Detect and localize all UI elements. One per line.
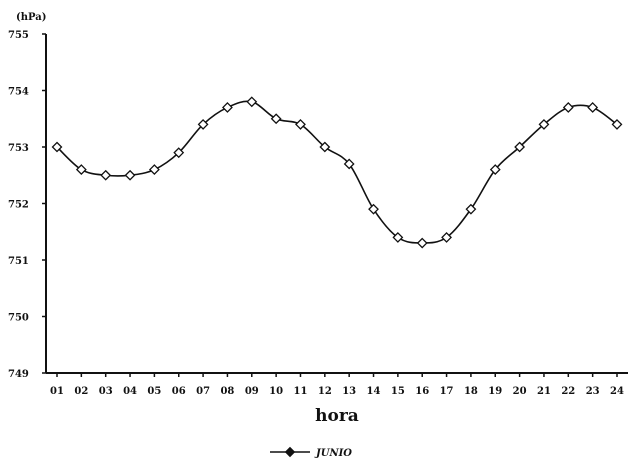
y-tick-label: 753 [8, 143, 29, 154]
x-tick-label: 21 [537, 386, 551, 397]
data-point-marker [441, 231, 452, 243]
x-tick-label: 11 [294, 386, 308, 397]
x-tick-label: 13 [342, 386, 356, 397]
x-tick-label: 12 [318, 386, 332, 397]
x-axis-ticks: 01 02 03 04 05 06 07 08 09 10 11 12 13 14 15 16 17 18 19 20… [50, 373, 624, 397]
data-point-marker [295, 118, 306, 130]
x-tick-label: 15 [391, 386, 405, 397]
x-tick-label: 02 [74, 386, 88, 397]
data-point-marker [416, 237, 428, 249]
data-point-marker [148, 164, 160, 176]
data-point-marker [319, 141, 331, 153]
x-axis-label: hora [315, 406, 359, 426]
x-tick-label: 18 [464, 386, 478, 397]
x-tick-label: 19 [488, 386, 502, 397]
legend-marker-diamond [284, 446, 296, 458]
data-point-marker [246, 96, 258, 108]
data-point-marker [611, 118, 623, 130]
y-tick-label: 754 [8, 87, 29, 98]
x-tick-label: 20 [513, 386, 527, 397]
legend-label: JUNIO [314, 448, 352, 459]
y-tick-label: 749 [8, 369, 29, 380]
data-point-marker [392, 231, 404, 243]
chart-axes [45, 34, 628, 374]
data-point-marker [51, 141, 63, 153]
x-tick-label: 03 [99, 386, 113, 397]
x-tick-label: 22 [561, 386, 575, 397]
y-tick-label: 755 [8, 30, 29, 41]
y-tick-label: 750 [8, 313, 29, 324]
y-tick-label: 751 [8, 256, 29, 267]
x-tick-label: 24 [610, 386, 624, 397]
data-point-marker [587, 102, 599, 113]
x-tick-label: 09 [245, 386, 259, 397]
x-tick-label: 17 [440, 386, 454, 397]
data-point-marker [368, 203, 379, 215]
x-tick-label: 23 [586, 386, 600, 397]
data-point-marker [100, 169, 112, 181]
x-tick-label: 06 [172, 386, 186, 397]
y-axis-unit-label: (hPa) [16, 12, 46, 23]
x-tick-label: 01 [50, 386, 64, 397]
data-point-marker [538, 118, 550, 130]
series-line [56, 100, 618, 244]
data-point-marker [124, 169, 136, 181]
y-tick-label: 752 [8, 200, 29, 211]
x-tick-label: 08 [220, 386, 234, 397]
data-point-marker [75, 164, 87, 176]
x-tick-label: 05 [147, 386, 161, 397]
legend: JUNIO [270, 446, 352, 459]
x-tick-label: 04 [123, 386, 137, 397]
x-tick-label: 07 [196, 386, 210, 397]
x-tick-label: 10 [269, 386, 283, 397]
data-point-marker [343, 158, 355, 170]
data-point-marker [562, 102, 574, 113]
data-point-marker [270, 113, 282, 125]
data-point-marker [514, 141, 526, 153]
data-point-marker [173, 147, 185, 159]
x-tick-label: 16 [415, 386, 429, 397]
data-point-marker [489, 164, 501, 176]
x-tick-label: 14 [367, 386, 381, 397]
y-axis-ticks: 749 750 751 752 753 754 755 [8, 30, 46, 380]
data-point-marker [465, 203, 477, 215]
data-point-marker [197, 118, 209, 130]
data-point-marker [222, 102, 233, 113]
series-layer [51, 96, 623, 249]
